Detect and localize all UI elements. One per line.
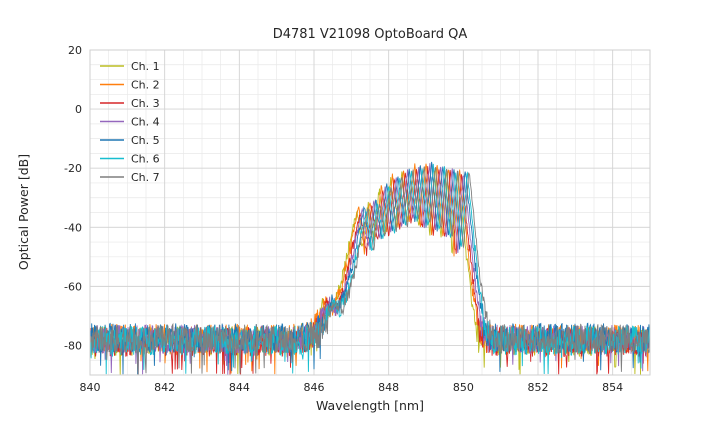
legend-label: Ch. 7 [131, 171, 160, 184]
legend-label: Ch. 6 [131, 152, 160, 165]
legend-label: Ch. 5 [131, 134, 160, 147]
x-axis-label: Wavelength [nm] [316, 398, 424, 413]
y-tick-label: -60 [64, 280, 82, 293]
legend-item-ch-7: Ch. 7 [100, 171, 160, 184]
x-tick-label: 842 [154, 381, 175, 394]
legend-label: Ch. 4 [131, 115, 160, 128]
y-tick-label: 20 [68, 44, 82, 57]
y-tick-label: -40 [64, 221, 82, 234]
legend-item-ch-3: Ch. 3 [100, 97, 160, 110]
y-tick-label: -80 [64, 339, 82, 352]
legend-label: Ch. 2 [131, 78, 160, 91]
x-tick-label: 852 [528, 381, 549, 394]
x-tick-label: 844 [229, 381, 250, 394]
x-tick-label: 854 [602, 381, 623, 394]
y-tick-label: 0 [75, 103, 82, 116]
y-axis-label: Optical Power [dB] [16, 154, 31, 270]
legend-item-ch-1: Ch. 1 [100, 60, 160, 73]
legend: Ch. 1 Ch. 2 Ch. 3 Ch. 4 Ch. 5 Ch. 6 Ch. 7 [100, 60, 160, 184]
x-tick-label: 846 [304, 381, 325, 394]
x-tick-label: 850 [453, 381, 474, 394]
legend-label: Ch. 3 [131, 97, 160, 110]
x-tick-label: 840 [80, 381, 101, 394]
x-tick-label: 848 [378, 381, 399, 394]
legend-item-ch-2: Ch. 2 [100, 78, 160, 91]
legend-label: Ch. 1 [131, 60, 160, 73]
y-tick-label: -20 [64, 162, 82, 175]
series-line-ch-7 [90, 166, 650, 375]
plot-frame [89, 49, 651, 376]
legend-item-ch-6: Ch. 6 [100, 152, 160, 165]
chart-title: D4781 V21098 OptoBoard QA [273, 27, 468, 42]
legend-item-ch-4: Ch. 4 [100, 115, 160, 128]
legend-item-ch-5: Ch. 5 [100, 134, 160, 147]
